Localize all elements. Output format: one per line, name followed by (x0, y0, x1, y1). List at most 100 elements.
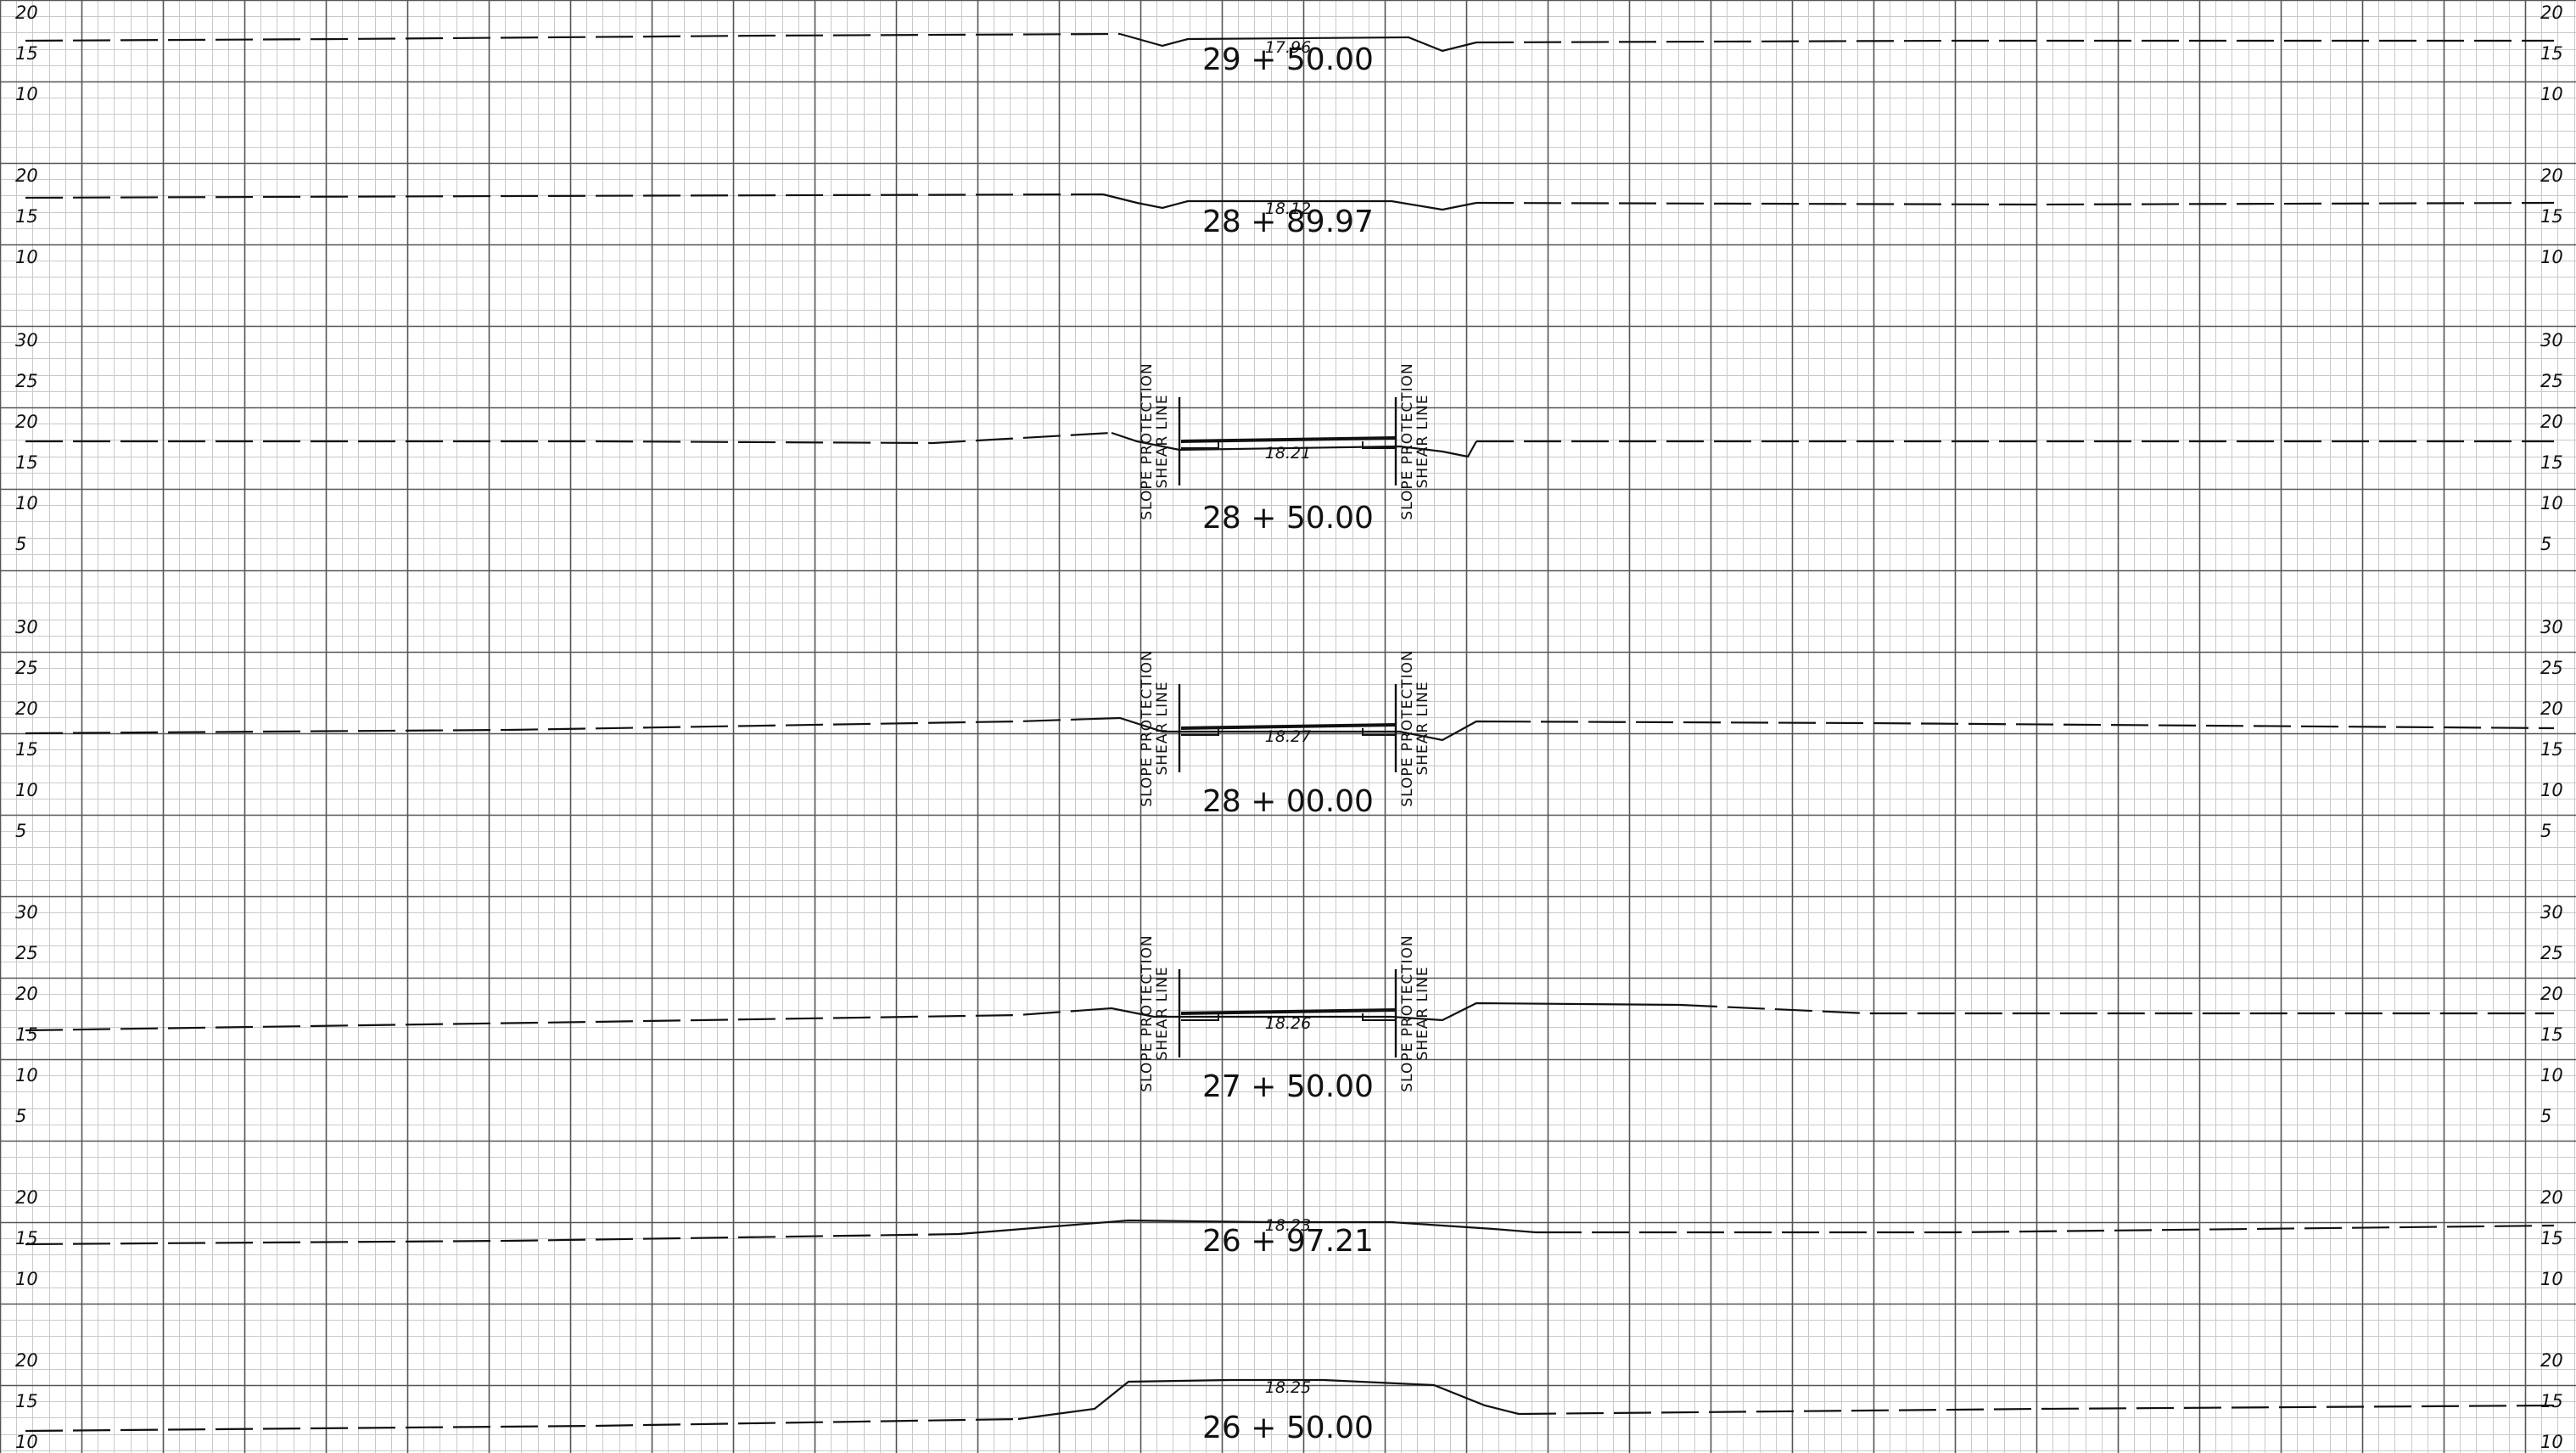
existing-ground-right (1679, 1003, 2554, 1015)
ground-profiles (25, 32, 2555, 1433)
grade-elevation: 17.96 (1265, 38, 1311, 57)
lining-right (1362, 1013, 1396, 1021)
slope-protection-label: SLOPE PROTECTION (1399, 649, 1416, 806)
grade-elevation: 18.12 (1265, 199, 1311, 218)
existing-ground-left (25, 718, 1087, 735)
channel-bottom (1180, 436, 1397, 443)
elevation-label-right: 10 (2540, 1269, 2563, 1289)
grade-elevation: 18.21 (1265, 444, 1311, 463)
lining-right (1362, 728, 1396, 736)
elevation-label-right: 30 (2540, 617, 2563, 637)
elevation-label-right: 10 (2540, 84, 2563, 104)
ground-profile-center (1085, 716, 1494, 742)
elevation-label-right: 10 (2540, 247, 2563, 267)
elevation-label-left: 15 (15, 1391, 38, 1411)
existing-ground-right (1518, 1404, 2555, 1416)
lining-left (1181, 728, 1219, 736)
elevation-label-right: 25 (2540, 943, 2563, 963)
elevation-label-right: 5 (2540, 821, 2551, 841)
elevation-label-right: 15 (2540, 1228, 2563, 1248)
elevation-label-right: 20 (2540, 165, 2563, 186)
shear-line-label: SHEAR LINE (1154, 394, 1171, 488)
slope-protection-label: SLOPE PROTECTION (1139, 934, 1156, 1091)
elevation-label-right: 10 (2540, 1432, 2563, 1452)
elevation-label-right: 15 (2540, 43, 2563, 64)
station-label: 26 + 97.21 (1202, 1224, 1374, 1259)
lining-left (1181, 1013, 1219, 1021)
elevation-label-left: 10 (15, 493, 38, 513)
shear-line-label: SHEAR LINE (1414, 394, 1431, 488)
lining-left (1181, 441, 1219, 449)
elevation-label-right: 15 (2540, 452, 2563, 473)
shear-line-label: SHEAR LINE (1154, 966, 1171, 1060)
elevation-label-left: 15 (15, 1024, 38, 1045)
elevation-label-right: 25 (2540, 658, 2563, 678)
shear-line-label: SHEAR LINE (1414, 681, 1431, 775)
channel-bottom (1180, 723, 1397, 730)
slope-protection-label: SLOPE PROTECTION (1399, 934, 1416, 1091)
existing-ground-right (1476, 39, 2554, 44)
elevation-label-right: 15 (2540, 1391, 2563, 1411)
station-label: 28 + 50.00 (1202, 501, 1374, 536)
elevation-label-right: 20 (2540, 698, 2563, 719)
elevation-label-right: 10 (2540, 780, 2563, 800)
lining-right (1362, 441, 1396, 449)
elevation-label-left: 20 (15, 3, 38, 23)
elevation-label-right: 15 (2540, 1024, 2563, 1045)
elevation-label-right: 5 (2540, 1106, 2551, 1126)
elevation-label-left: 30 (15, 330, 38, 351)
elevation-label-right: 20 (2540, 984, 2563, 1004)
channel-bottom (1180, 1008, 1397, 1015)
elevation-label-left: 10 (15, 1269, 38, 1289)
elevation-label-right: 30 (2540, 902, 2563, 923)
elevation-label-right: 30 (2540, 330, 2563, 351)
elevation-label-left: 15 (15, 1228, 38, 1248)
elevation-label-right: 5 (2540, 534, 2551, 554)
elevation-label-left: 30 (15, 902, 38, 923)
slope-protection-label: SLOPE PROTECTION (1139, 649, 1156, 806)
elevation-label-right: 20 (2540, 1350, 2563, 1371)
grade-elevation: 18.25 (1265, 1378, 1311, 1397)
elevation-label-left: 15 (15, 206, 38, 227)
ground-profile-center (1017, 1378, 1520, 1421)
station-label: 26 + 50.00 (1202, 1411, 1374, 1445)
grade-elevation: 18.23 (1265, 1216, 1311, 1235)
elevation-label-right: 20 (2540, 3, 2563, 23)
elevation-label-left: 15 (15, 43, 38, 64)
slope-protection-label: SLOPE PROTECTION (1139, 362, 1156, 519)
grade-elevation: 18.26 (1265, 1014, 1311, 1033)
elevation-label-left: 20 (15, 165, 38, 186)
ground-profile-center (1119, 32, 1477, 53)
elevation-label-right: 20 (2540, 1187, 2563, 1208)
channel-structures (1178, 397, 1397, 1057)
station-label: 29 + 50.00 (1202, 42, 1374, 77)
elevation-label-left: 20 (15, 698, 38, 719)
existing-ground-right (1476, 201, 2555, 206)
elevation-label-right: 25 (2540, 371, 2563, 391)
elevation-label-left: 10 (15, 1432, 38, 1452)
elevation-label-left: 25 (15, 658, 38, 678)
existing-ground-left (25, 431, 1112, 445)
elevation-label-left: 10 (15, 1065, 38, 1086)
station-label: 27 + 50.00 (1202, 1069, 1374, 1104)
elevation-label-left: 10 (15, 247, 38, 267)
elevation-label-right: 10 (2540, 1065, 2563, 1086)
existing-ground-left (25, 32, 1121, 42)
elevation-label-left: 10 (15, 84, 38, 104)
elevation-label-left: 15 (15, 739, 38, 760)
elevation-label-left: 20 (15, 1350, 38, 1371)
elevation-label-left: 20 (15, 984, 38, 1004)
elevation-label-left: 10 (15, 780, 38, 800)
shear-line-label: SHEAR LINE (1154, 681, 1171, 775)
station-label: 28 + 89.97 (1202, 205, 1374, 239)
shear-line-label: SHEAR LINE (1414, 966, 1431, 1060)
ground-profile-center (949, 1219, 1544, 1236)
station-label: 28 + 00.00 (1202, 784, 1374, 819)
elevation-label-left: 5 (15, 534, 26, 554)
elevation-label-left: 5 (15, 1106, 26, 1126)
ground-profile-center (1111, 431, 1477, 458)
ground-profile-center (1085, 1001, 1681, 1022)
existing-ground-right (1492, 721, 2555, 730)
